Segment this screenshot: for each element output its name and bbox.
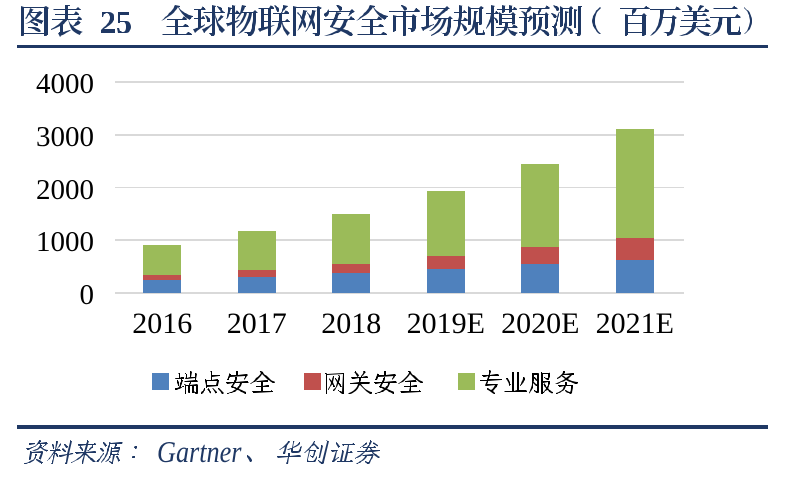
bar-segment-2019E-网关安全 (426, 255, 465, 269)
bar-segment-2020E-端点安全 (521, 264, 560, 293)
y-axis-label-1000: 1000 (36, 226, 94, 259)
bar-2020E (521, 60, 560, 293)
bar-segment-2017-网关安全 (237, 269, 276, 278)
y-axis-label-4000: 4000 (36, 68, 94, 101)
legend-swatch-endpoint (152, 372, 169, 390)
bar-segment-2020E-专业服务 (521, 163, 560, 248)
y-axis-label-2000: 2000 (36, 173, 94, 206)
bar-segment-2018-端点安全 (332, 273, 371, 293)
bar-segment-2017-专业服务 (237, 231, 276, 270)
bar-segment-2016-端点安全 (143, 280, 182, 293)
legend-swatch-gateway (304, 372, 321, 390)
footer-rule (17, 424, 768, 429)
figure-title (21, 5, 752, 37)
chart-area: 0 1000 2000 3000 4000 (0, 60, 785, 350)
gridline-2000 (115, 186, 684, 189)
x-axis-label-2019E: 2019E (406, 307, 485, 340)
bar-2017 (237, 60, 276, 293)
y-axis-label-3000: 3000 (36, 120, 94, 153)
bar-2021E (615, 60, 654, 293)
x-axis-label-2018: 2018 (321, 307, 382, 340)
x-axis-label-2020E: 2020E (501, 307, 580, 340)
gridline-4000 (115, 81, 684, 84)
y-axis-label-0: 0 (79, 279, 95, 311)
bar-segment-2017-端点安全 (237, 277, 276, 293)
bar-segment-2020E-网关安全 (521, 247, 560, 265)
gridline-3000 (115, 134, 684, 136)
source-name-gartner: Gartner (156, 435, 242, 470)
bar-segment-2021E-网关安全 (615, 237, 654, 260)
bar-segment-2018-网关安全 (332, 263, 371, 274)
bar-segment-2021E-专业服务 (615, 128, 654, 238)
bar-segment-2021E-端点安全 (615, 259, 654, 293)
bar-segment-2019E-专业服务 (426, 191, 465, 256)
bar-segment-2016-专业服务 (143, 244, 182, 275)
x-axis-label-2017: 2017 (226, 307, 287, 340)
gridline-1000 (115, 239, 684, 242)
x-axis-label-2016: 2016 (132, 307, 193, 340)
bar-segment-2018-专业服务 (332, 213, 371, 264)
legend-swatch-services (458, 372, 475, 390)
bar-segment-2016-网关安全 (143, 274, 182, 281)
title-underline (17, 44, 768, 49)
bar-segment-2019E-端点安全 (426, 268, 465, 293)
x-axis-label-2021E: 2021E (595, 307, 674, 340)
gridline-0 (115, 292, 684, 294)
bar-2016 (143, 60, 182, 293)
bar-2018 (332, 60, 371, 293)
bar-2019E (426, 60, 465, 293)
